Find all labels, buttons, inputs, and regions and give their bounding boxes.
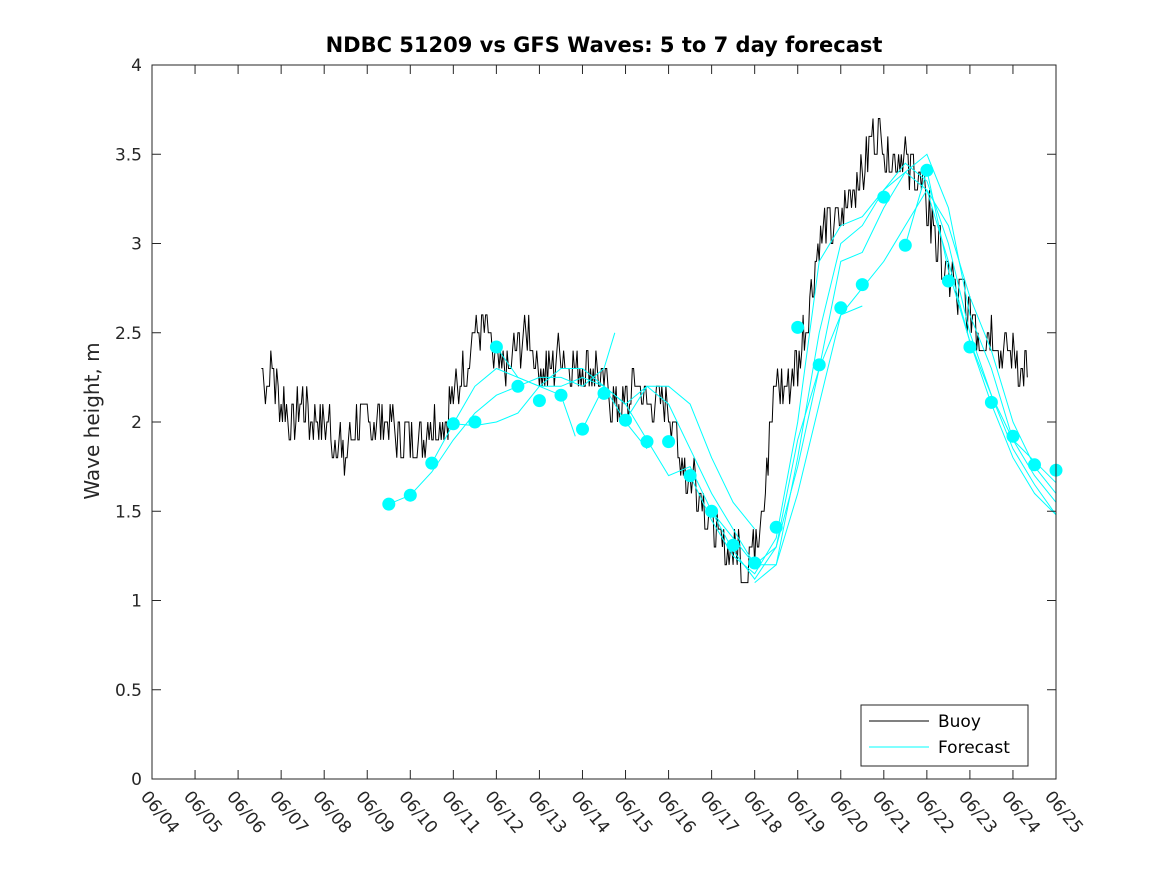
y-tick-label: 1.5 xyxy=(115,502,142,522)
y-tick-label: 4 xyxy=(131,56,142,76)
y-axis-ticks: 0 0.5 1 1.5 2 2.5 3 3.5 4 xyxy=(115,56,1056,790)
y-tick-label: 3.5 xyxy=(115,145,142,165)
forecast-marker xyxy=(855,278,869,292)
forecast-run-6 xyxy=(625,153,1057,566)
forecast-marker xyxy=(468,415,482,429)
forecast-marker xyxy=(748,556,762,570)
forecast-marker xyxy=(812,358,826,372)
forecast-marker xyxy=(1006,429,1020,443)
forecast-marker xyxy=(877,190,891,204)
forecast-marker xyxy=(532,394,546,408)
forecast-marker xyxy=(554,388,568,402)
plot-area xyxy=(152,65,1056,779)
forecast-marker xyxy=(662,435,676,449)
forecast-marker xyxy=(769,520,783,534)
forecast-marker xyxy=(597,386,611,400)
forecast-marker xyxy=(446,417,460,431)
forecast-marker xyxy=(619,413,632,427)
forecast-run-10 xyxy=(904,170,1057,484)
forecast-marker xyxy=(489,340,503,354)
y-tick-label: 0.5 xyxy=(115,681,142,701)
forecast-marker xyxy=(382,497,396,511)
forecast-marker xyxy=(511,379,525,393)
forecast-marker xyxy=(640,435,654,449)
legend-box xyxy=(860,704,1029,767)
y-tick-label: 0 xyxy=(131,770,142,790)
forecast-marker xyxy=(576,422,589,436)
chart-title: NDBC 51209 vs GFS Waves: 5 to 7 day fore… xyxy=(326,33,883,57)
y-axis-label: Wave height, m xyxy=(80,342,104,499)
forecast-marker xyxy=(984,395,998,409)
forecast-marker xyxy=(403,488,417,502)
forecast-run-1 xyxy=(388,332,616,505)
forecast-markers xyxy=(382,163,1063,570)
forecast-marker xyxy=(791,320,805,334)
legend: Buoy Forecast xyxy=(860,704,1029,767)
forecast-marker xyxy=(941,274,955,288)
forecast-run-5 xyxy=(582,305,863,566)
forecast-run-4 xyxy=(495,346,576,437)
forecast-run-8 xyxy=(711,171,1057,580)
forecast-marker xyxy=(1028,458,1041,472)
y-tick-label: 1 xyxy=(131,592,142,612)
forecast-marker xyxy=(834,301,848,315)
legend-buoy-label: Buoy xyxy=(938,712,981,732)
y-tick-label: 2.5 xyxy=(115,324,142,344)
forecast-marker xyxy=(920,163,934,177)
plot-background xyxy=(152,65,1056,779)
y-tick-label: 3 xyxy=(131,235,142,255)
forecast-marker xyxy=(963,340,977,354)
forecast-marker xyxy=(726,538,740,552)
forecast-run-9 xyxy=(754,189,1057,583)
y-tick-label: 2 xyxy=(131,413,142,433)
legend-forecast-label: Forecast xyxy=(938,738,1010,758)
forecast-marker xyxy=(705,504,719,518)
forecast-marker xyxy=(425,456,439,470)
forecast-marker xyxy=(683,469,697,483)
forecast-marker xyxy=(898,238,912,252)
